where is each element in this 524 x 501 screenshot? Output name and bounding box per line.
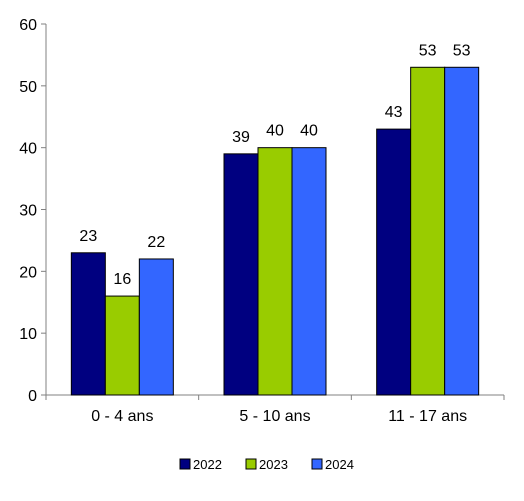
- data-label: 40: [300, 123, 318, 140]
- data-label: 40: [266, 123, 284, 140]
- data-label: 23: [79, 228, 97, 245]
- bar-2024-1: [291, 147, 327, 396]
- legend-label-2024: 2024: [325, 457, 354, 472]
- y-tick-label: 50: [19, 79, 37, 96]
- data-label: 22: [147, 234, 165, 251]
- legend: 2022 2023 2024: [179, 457, 354, 472]
- bar-2023-1: [257, 147, 293, 396]
- data-label: 53: [453, 42, 471, 59]
- y-tick-label: 20: [19, 264, 37, 281]
- bar-2022-2: [376, 128, 412, 396]
- bar-2022-0: [70, 252, 106, 396]
- bar-2023-0: [104, 295, 140, 396]
- y-tick-label: 40: [19, 141, 37, 158]
- legend-label-2023: 2023: [259, 457, 288, 472]
- y-tick-label: 10: [19, 326, 37, 343]
- y-tick-label: 0: [28, 388, 37, 405]
- x-category-label: 11 - 17 ans: [388, 408, 467, 425]
- y-tick-label: 30: [19, 203, 37, 220]
- legend-swatch-2022: [179, 458, 191, 470]
- bar-2024-2: [444, 66, 480, 396]
- data-label: 39: [232, 129, 250, 146]
- x-category-label: 0 - 4 ans: [91, 408, 153, 425]
- bars: [70, 66, 480, 396]
- axes: 0 10 20 30 40 50 60 0 - 4 ans 5 - 10 ans 11 - 17 …: [19, 17, 505, 425]
- legend-label-2022: 2022: [193, 457, 222, 472]
- legend-swatch-2024: [311, 458, 323, 470]
- y-tick-label: 60: [19, 17, 37, 34]
- data-label: 53: [419, 42, 437, 59]
- data-labels: 23 16 22 39 40 40 43 53 53: [79, 42, 470, 288]
- legend-swatch-2023: [245, 458, 257, 470]
- bar-2022-1: [223, 153, 259, 396]
- bar-2023-2: [410, 66, 446, 396]
- bar-2024-0: [138, 258, 174, 396]
- x-category-label: 5 - 10 ans: [239, 408, 310, 425]
- data-label: 16: [113, 271, 131, 288]
- data-label: 43: [385, 104, 403, 121]
